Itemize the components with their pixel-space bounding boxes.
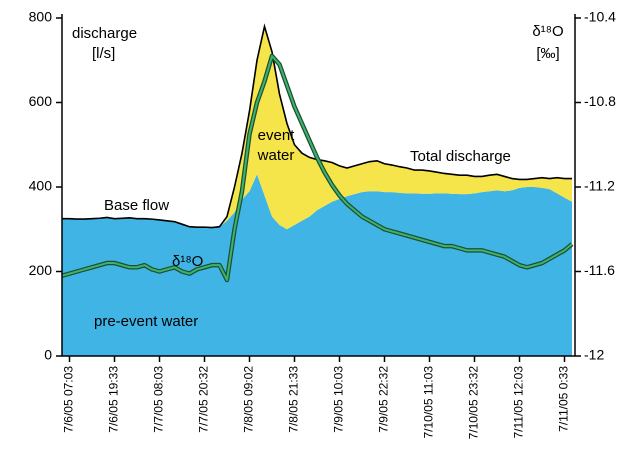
area xyxy=(62,26,572,230)
y-tick-label: 800 xyxy=(29,9,53,25)
x-tick-label: 7/9/05 10:03 xyxy=(332,366,346,433)
x-tick-label: 7/9/05 22:32 xyxy=(377,366,391,433)
y-tick-label: 0 xyxy=(44,347,52,363)
annotation: δ¹⁸O xyxy=(172,253,203,270)
y2-tick-label: -11.6 xyxy=(584,262,615,278)
y-axis-label: discharge xyxy=(72,25,137,42)
x-tick-label: 7/6/05 07:03 xyxy=(62,366,76,433)
y-axis-unit: [l/s] xyxy=(92,45,115,62)
annotation: water xyxy=(257,147,295,164)
annotation: Total discharge xyxy=(410,148,511,165)
x-tick-label: 7/10/05 23:32 xyxy=(467,366,481,440)
y2-tick-label: -10.4 xyxy=(584,9,616,25)
y2-axis-unit: [‰] xyxy=(536,45,559,62)
y2-tick-label: -12 xyxy=(584,347,604,363)
y-tick-label: 200 xyxy=(29,262,53,278)
x-tick-label: 7/11/05 12:03 xyxy=(512,366,526,439)
annotation: pre-event water xyxy=(94,313,198,330)
x-tick-label: 7/7/05 20:32 xyxy=(197,366,211,433)
y2-tick-label: -10.8 xyxy=(584,93,616,109)
y-tick-label: 600 xyxy=(29,93,53,109)
annotation: event xyxy=(258,127,296,144)
x-tick-label: 7/11/05 0:33 xyxy=(557,366,571,432)
x-tick-label: 7/10/05 11:03 xyxy=(422,366,436,439)
y-tick-label: 400 xyxy=(29,178,53,194)
y2-axis-label: δ¹⁸O xyxy=(532,23,563,40)
x-tick-label: 7/8/05 09:02 xyxy=(242,366,256,433)
area xyxy=(62,174,572,356)
line xyxy=(61,55,573,281)
y2-tick-label: -11.2 xyxy=(584,178,615,194)
x-tick-label: 7/6/05 19:33 xyxy=(107,366,121,433)
x-tick-label: 7/8/05 21:33 xyxy=(287,366,301,433)
annotation: Base flow xyxy=(104,197,169,214)
x-tick-label: 7/7/05 08:03 xyxy=(152,366,166,433)
